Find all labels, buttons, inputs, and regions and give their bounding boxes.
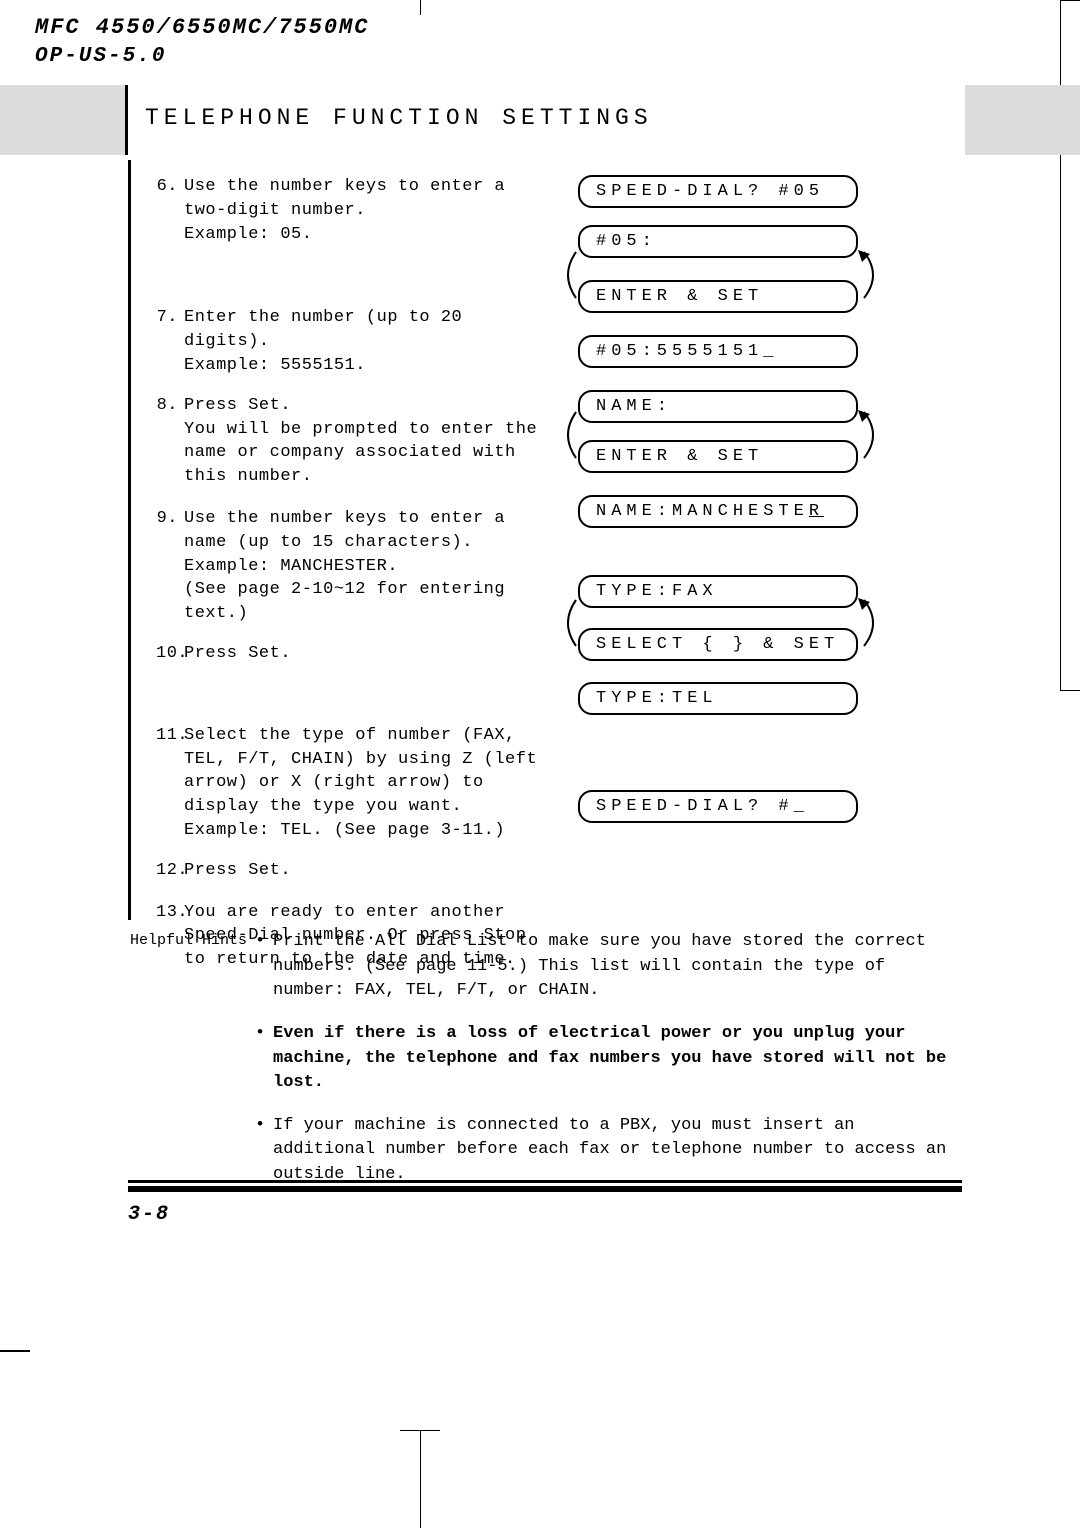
step-11: 11. Select the type of number (FAX, TEL,… <box>156 724 968 843</box>
cycle-arrow-left-icon <box>556 410 582 460</box>
header-sub: OP-US-5.0 <box>35 45 166 68</box>
step-text: Use the number keys to enter a two-digit… <box>184 175 554 246</box>
step-text: Press Set. <box>184 642 554 666</box>
divider <box>128 1186 962 1192</box>
step-12: 12. Press Set. <box>156 859 968 883</box>
header-model: MFC 4550/6550MC/7550MC <box>35 15 369 40</box>
hint-text: If your machine is connected to a PBX, y… <box>273 1114 960 1188</box>
lcd-speed-dial-prompt: SPEED-DIAL? #_ <box>578 790 858 823</box>
page: MFC 4550/6550MC/7550MC OP-US-5.0 TELEPHO… <box>0 0 1080 1528</box>
crop-mark <box>420 0 421 15</box>
lcd-speed-dial-05: SPEED-DIAL? #05 <box>578 175 858 208</box>
page-number: 3-8 <box>128 1203 170 1226</box>
step-number: 7. <box>156 306 184 377</box>
hint-item: • Even if there is a loss of electrical … <box>255 1022 960 1096</box>
cycle-arrow-left-icon <box>556 250 582 300</box>
step-number: 9. <box>156 507 184 626</box>
section-title: TELEPHONE FUNCTION SETTINGS <box>145 105 653 131</box>
crop-mark <box>1060 0 1080 1</box>
step-text: Use the number keys to enter a name (up … <box>184 507 554 626</box>
lcd-name-manchester: NAME:MANCHESTER <box>578 495 858 528</box>
step-number: 12. <box>156 859 184 883</box>
crop-mark <box>0 1350 30 1352</box>
step-text: Press Set. You will be prompted to enter… <box>184 394 554 489</box>
hints-body: • Print the All Dial List to make sure y… <box>255 930 960 1206</box>
bullet-icon: • <box>255 930 273 1004</box>
lcd-type-tel: TYPE:TEL <box>578 682 858 715</box>
step-number: 11. <box>156 724 184 843</box>
step-number: 10. <box>156 642 184 666</box>
step-number: 8. <box>156 394 184 489</box>
lcd-name-blank: NAME: <box>578 390 858 423</box>
lcd-enter-set-2: ENTER & SET <box>578 440 858 473</box>
lcd-type-fax: TYPE:FAX <box>578 575 858 608</box>
step-text: Press Set. <box>184 859 554 883</box>
bullet-icon: • <box>255 1022 273 1096</box>
lcd-select-set: SELECT { } & SET <box>578 628 858 661</box>
hint-text: Even if there is a loss of electrical po… <box>273 1022 960 1096</box>
cycle-arrow-right-icon <box>858 250 888 300</box>
hint-item: • If your machine is connected to a PBX,… <box>255 1114 960 1188</box>
lcd-text-cursor: R <box>809 502 824 521</box>
lcd-05-number: #05:5555151_ <box>578 335 858 368</box>
lcd-text-prefix: NAME:MANCHESTE <box>596 502 809 521</box>
divider <box>128 1180 962 1183</box>
crop-mark <box>1060 690 1080 691</box>
lcd-05-blank: #05: <box>578 225 858 258</box>
cycle-arrow-right-icon <box>858 410 888 460</box>
hint-text: Print the All Dial List to make sure you… <box>273 930 960 1004</box>
step-number: 6. <box>156 175 184 246</box>
cycle-arrow-left-icon <box>556 598 582 648</box>
hints-row: Helpful Hints • Print the All Dial List … <box>130 930 960 1206</box>
hints-label: Helpful Hints <box>130 930 255 1206</box>
bullet-icon: • <box>255 1114 273 1188</box>
step-text: Select the type of number (FAX, TEL, F/T… <box>184 724 554 843</box>
hint-item: • Print the All Dial List to make sure y… <box>255 930 960 1004</box>
cycle-arrow-right-icon <box>858 598 888 648</box>
crop-mark <box>400 1430 440 1431</box>
lcd-enter-set-1: ENTER & SET <box>578 280 858 313</box>
crop-mark <box>420 1430 421 1528</box>
step-text: Enter the number (up to 20 digits). Exam… <box>184 306 554 377</box>
